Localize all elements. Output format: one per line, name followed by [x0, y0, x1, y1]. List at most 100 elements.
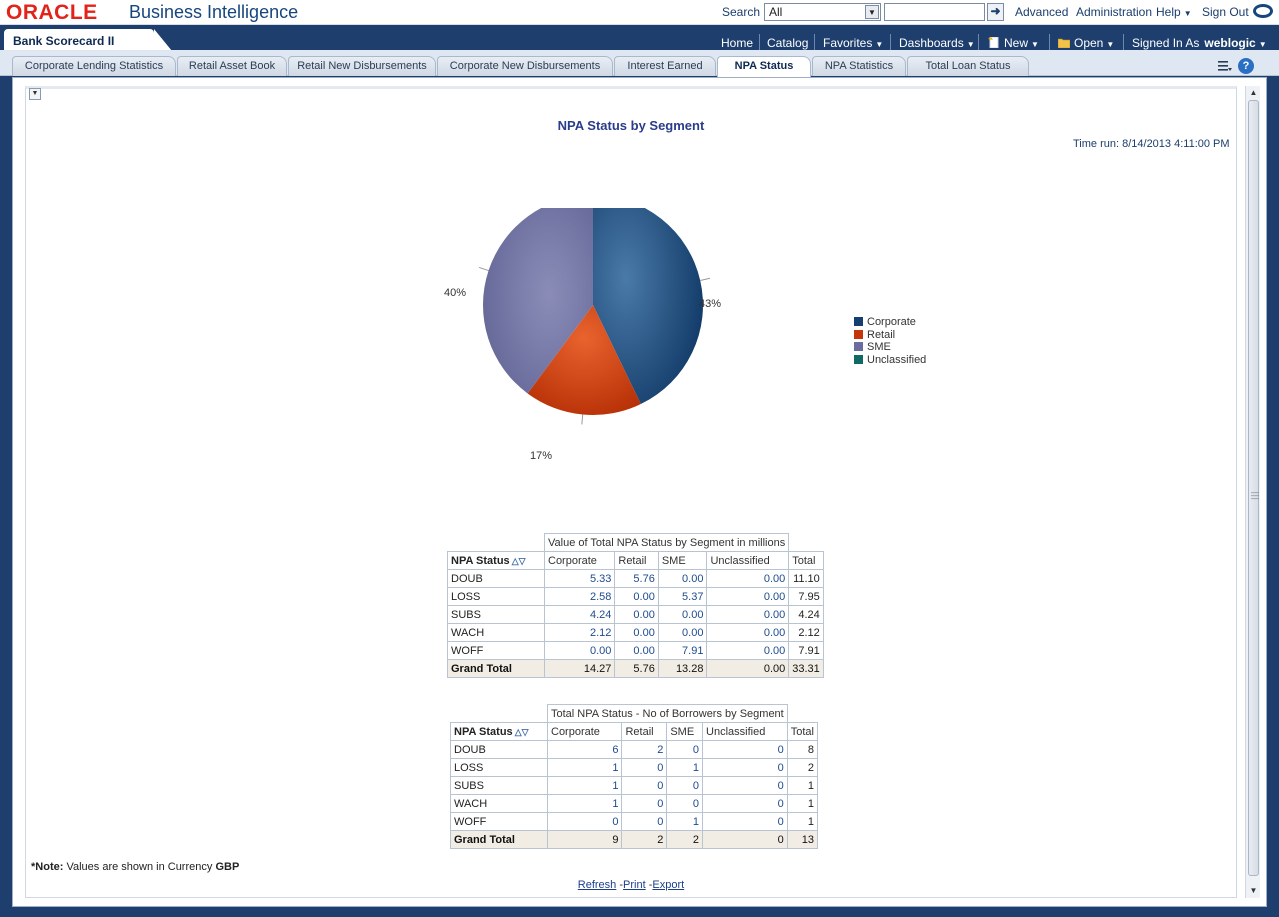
tab-retail-new-disbursements[interactable]: Retail New Disbursements	[288, 56, 436, 76]
sort-icon[interactable]: △▽	[514, 726, 529, 737]
value-cell[interactable]: 1	[546, 758, 623, 777]
nav-separator	[1123, 34, 1124, 50]
value-cell[interactable]: 0.00	[706, 569, 790, 588]
value-cell[interactable]: 0.00	[706, 587, 790, 606]
pie-slices	[478, 208, 711, 425]
value-cell[interactable]: 0.00	[706, 623, 790, 642]
column-header: SME	[657, 551, 708, 570]
total-cell: 1	[786, 794, 818, 813]
tab-corporate-new-disbursements[interactable]: Corporate New Disbursements	[437, 56, 613, 76]
value-cell[interactable]: 0	[666, 740, 704, 759]
value-cell[interactable]: 1	[666, 812, 704, 831]
value-cell[interactable]: 0.00	[614, 623, 659, 642]
legend-item-sme[interactable]: SME	[854, 341, 926, 354]
legend-item-corporate[interactable]: Corporate	[854, 316, 926, 329]
scroll-down-icon[interactable]: ▼	[1249, 886, 1258, 895]
value-cell[interactable]: 0	[702, 758, 788, 777]
search-input[interactable]	[884, 3, 985, 21]
value-cell[interactable]: 0	[702, 776, 788, 795]
value-cell[interactable]: 0.00	[657, 605, 708, 624]
vertical-scrollbar[interactable]: ▲ — — — ▼	[1245, 86, 1260, 898]
value-cell[interactable]: 0	[621, 758, 668, 777]
value-cell[interactable]: 0.00	[706, 641, 790, 660]
value-cell[interactable]: 2	[621, 740, 668, 759]
page-options-icon[interactable]	[1218, 60, 1232, 72]
value-cell[interactable]: 0	[621, 812, 668, 831]
tab-corporate-lending-statistics[interactable]: Corporate Lending Statistics	[12, 56, 176, 76]
value-cell[interactable]: 1	[546, 776, 623, 795]
nav-open-label: Open	[1074, 36, 1104, 50]
value-cell[interactable]: 0.00	[543, 641, 616, 660]
value-cell[interactable]: 0	[702, 740, 788, 759]
sort-icon[interactable]: △▽	[511, 555, 526, 566]
value-cell[interactable]: 0	[621, 794, 668, 813]
help-icon[interactable]: ?	[1238, 58, 1254, 74]
value-cell[interactable]: 0	[702, 794, 788, 813]
search-go-arrow-icon[interactable]: ➜	[987, 3, 1004, 21]
pie-slice-sme[interactable]	[483, 208, 593, 394]
row-label: DOUB	[450, 740, 548, 759]
scroll-up-icon[interactable]: ▲	[1249, 88, 1258, 97]
collapse-section-icon[interactable]: ▼	[29, 88, 41, 100]
nav-catalog[interactable]: Catalog	[767, 36, 809, 50]
value-cell[interactable]: 6	[546, 740, 623, 759]
value-cell[interactable]: 0.00	[706, 605, 790, 624]
value-cell[interactable]: 2.58	[543, 587, 616, 606]
administration-link[interactable]: Administration	[1076, 5, 1153, 19]
legend-item-retail[interactable]: Retail	[854, 329, 926, 342]
value-cell[interactable]: 0.00	[657, 569, 708, 588]
value-cell[interactable]: 5.76	[614, 569, 659, 588]
table-caption: Total NPA Status - No of Borrowers by Se…	[547, 704, 788, 723]
value-cell[interactable]: 1	[546, 794, 623, 813]
nav-open[interactable]: Open ▼	[1058, 36, 1114, 50]
value-cell[interactable]: 4.24	[543, 605, 616, 624]
note-text: Values are shown in Currency	[63, 861, 216, 873]
row-label: SUBS	[447, 605, 545, 624]
total-cell: 2.12	[788, 623, 824, 642]
tab-npa-statistics[interactable]: NPA Statistics	[812, 56, 906, 76]
pie-slice-corporate[interactable]	[593, 208, 703, 405]
tab-total-loan-status[interactable]: Total Loan Status	[907, 56, 1029, 76]
search-scope-select[interactable]: All ▼	[764, 3, 881, 21]
grand-total-row: Grand Total 9 2 2 0 13	[450, 830, 818, 849]
value-cell[interactable]: 0	[666, 794, 704, 813]
chevron-down-icon[interactable]: ▼	[865, 5, 879, 19]
npa-pie-chart[interactable]	[423, 208, 763, 508]
nav-new[interactable]: New ▼	[988, 36, 1039, 50]
refresh-link[interactable]: Refresh	[577, 879, 617, 891]
value-cell[interactable]: 0.00	[614, 605, 659, 624]
value-cell[interactable]: 7.91	[657, 641, 708, 660]
table-corner	[451, 705, 548, 723]
scrollbar-thumb[interactable]: — — —	[1248, 100, 1259, 876]
help-menu[interactable]: Help ▼	[1156, 5, 1192, 19]
print-link[interactable]: Print	[623, 879, 646, 891]
nav-favorites[interactable]: Favorites ▼	[823, 36, 883, 50]
row-label: WACH	[447, 623, 545, 642]
tab-npa-status[interactable]: NPA Status	[717, 56, 811, 77]
value-cell[interactable]: 0	[621, 776, 668, 795]
sign-out-link[interactable]: Sign Out	[1202, 5, 1249, 19]
value-cell[interactable]: 5.33	[543, 569, 616, 588]
export-link[interactable]: Export	[652, 879, 685, 891]
value-cell[interactable]: 2.12	[543, 623, 616, 642]
legend-item-unclassified[interactable]: Unclassified	[854, 354, 926, 367]
nav-dashboards[interactable]: Dashboards ▼	[899, 36, 975, 50]
tab-retail-asset-book[interactable]: Retail Asset Book	[177, 56, 287, 76]
value-cell[interactable]: 5.37	[657, 587, 708, 606]
advanced-link[interactable]: Advanced	[1015, 5, 1069, 19]
value-cell[interactable]: 0	[666, 776, 704, 795]
pie-slice-retail[interactable]	[527, 305, 641, 415]
value-cell[interactable]: 0.00	[614, 641, 659, 660]
value-cell[interactable]: 1	[666, 758, 704, 777]
value-cell[interactable]: 0	[702, 812, 788, 831]
pie-leader-line	[581, 414, 584, 425]
table-body: DOUB 5.33 5.76 0.00 0.00 11.10 LOSS 2.58 0.00 5.3…	[447, 569, 824, 678]
value-cell[interactable]: 0	[546, 812, 623, 831]
nav-home[interactable]: Home	[721, 36, 754, 50]
signed-in-as[interactable]: Signed In As weblogic ▼	[1132, 36, 1267, 50]
value-cell[interactable]: 0.00	[614, 587, 659, 606]
value-cell[interactable]: 0.00	[657, 623, 708, 642]
tab-interest-earned[interactable]: Interest Earned	[614, 56, 716, 76]
row-header-npa-status[interactable]: NPA Status △▽	[447, 551, 545, 570]
row-header-npa-status[interactable]: NPA Status △▽	[450, 722, 548, 741]
